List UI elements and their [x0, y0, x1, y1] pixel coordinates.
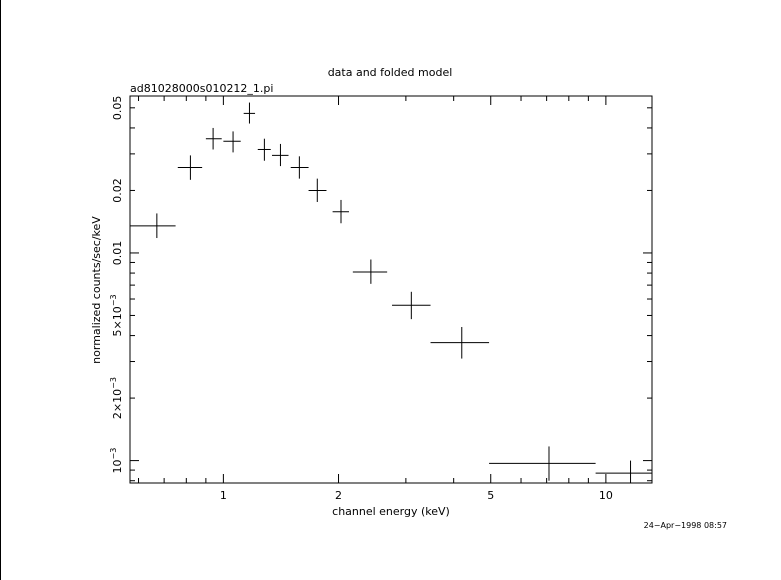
- x-tick-label: 2: [335, 489, 342, 502]
- x-tick-label: 5: [487, 489, 494, 502]
- data-point: [290, 156, 309, 179]
- data-point: [595, 460, 652, 483]
- data-point: [392, 291, 431, 320]
- window-left-border: [0, 0, 1, 580]
- y-axis-label: normalized counts/sec/keV: [90, 216, 103, 364]
- data-point: [352, 259, 388, 284]
- data-point: [430, 326, 490, 359]
- axis-ticks: [130, 96, 652, 483]
- data-point: [257, 138, 271, 161]
- y-tick-label: 0.02: [111, 178, 124, 203]
- y-tick-label: 0.01: [111, 241, 124, 266]
- y-tick-label: 5×10−3: [109, 294, 124, 336]
- x-tick-label: 1: [220, 489, 227, 502]
- data-point: [243, 102, 256, 124]
- chart-title: data and folded model: [328, 66, 453, 79]
- x-tick-labels: 1 2 5 10: [220, 489, 613, 502]
- y-tick-label: 10−3: [109, 448, 124, 474]
- y-tick-labels: 10−3 2×10−3 5×10−3 0.01 0.02 0.05: [109, 96, 124, 474]
- data-point: [489, 446, 596, 481]
- y-tick-label: 2×10−3: [109, 377, 124, 419]
- chart-subtitle: ad81028000s010212_1.pi: [130, 82, 273, 95]
- data-point: [308, 178, 327, 202]
- y-tick-label: 0.05: [111, 96, 124, 121]
- data-point: [130, 213, 176, 239]
- x-tick-label: 10: [599, 489, 613, 502]
- data-point: [332, 199, 349, 224]
- data-point: [223, 131, 241, 153]
- timestamp: 24−Apr−1998 08:57: [644, 521, 727, 530]
- plot-frame: [129, 95, 653, 484]
- data-point: [271, 143, 289, 167]
- data-point: [205, 127, 222, 150]
- data-point: [177, 155, 203, 180]
- data-points: [130, 102, 652, 483]
- x-axis-label: channel energy (keV): [332, 505, 450, 518]
